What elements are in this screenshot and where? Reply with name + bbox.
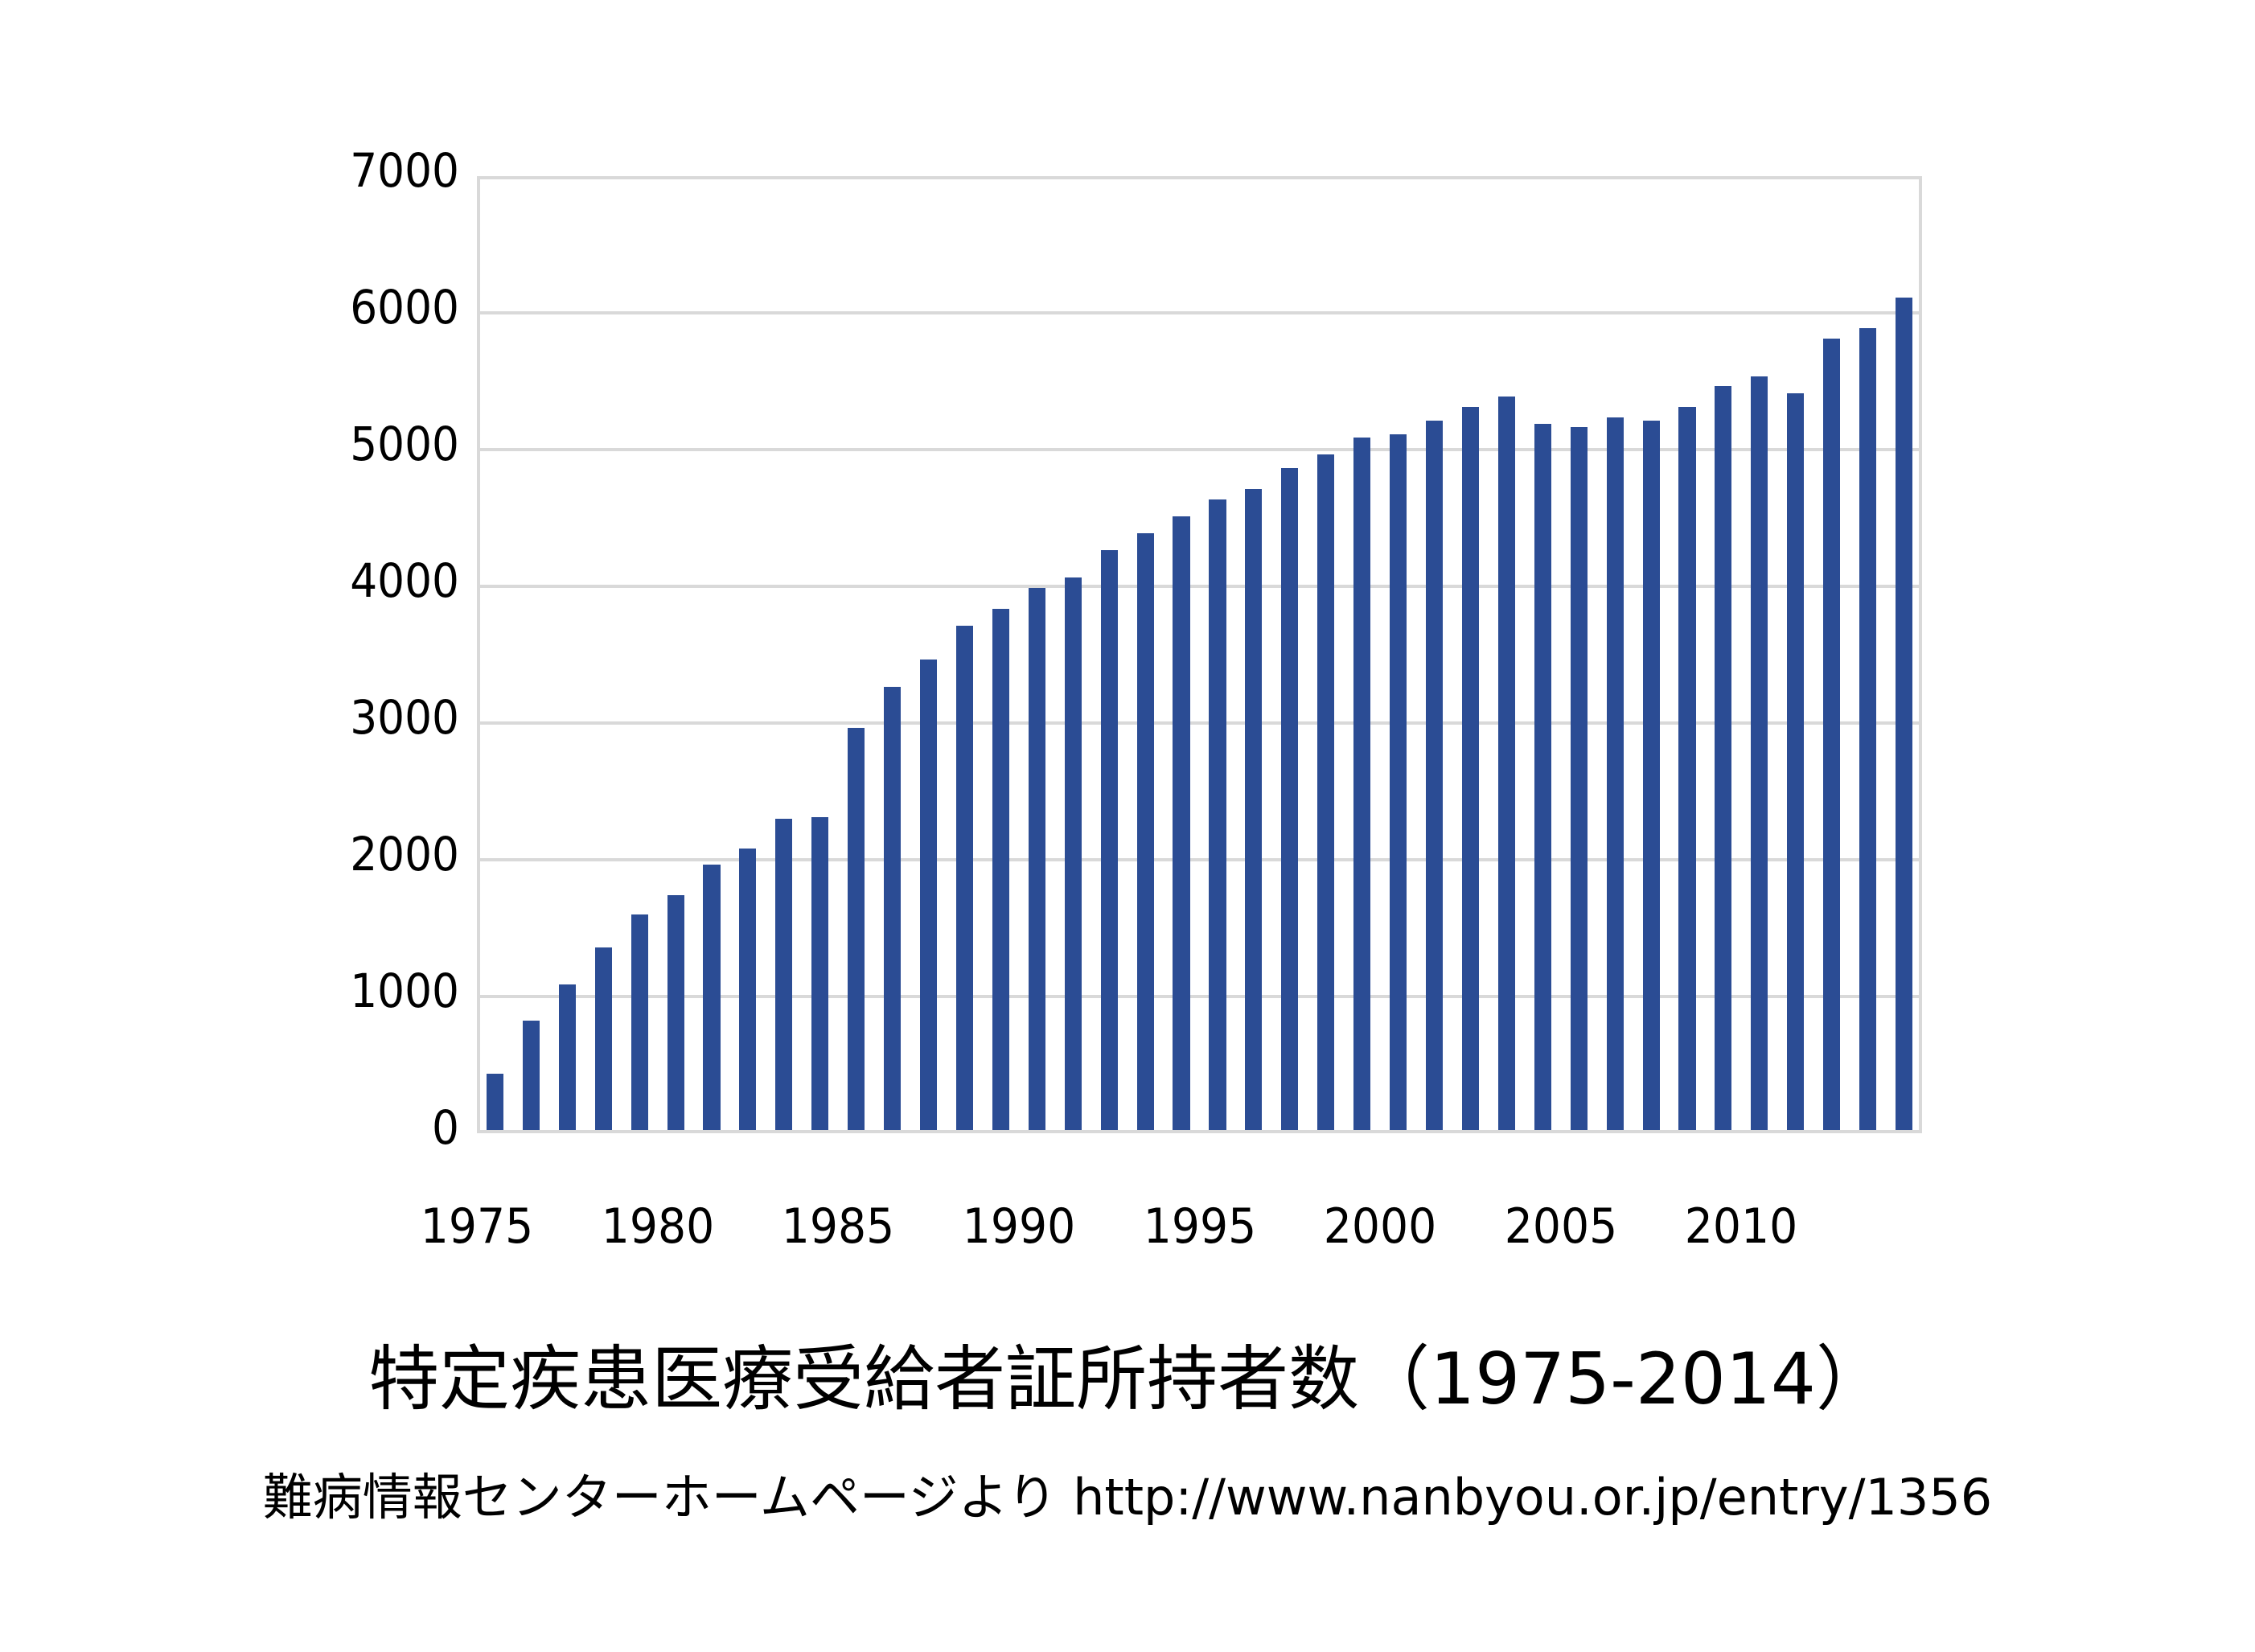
plot-area xyxy=(477,176,1922,1133)
gridline xyxy=(477,311,1922,314)
bar-1979 xyxy=(630,914,648,1130)
bar-1995 xyxy=(1209,499,1226,1130)
y-tick-label: 4000 xyxy=(350,553,459,608)
y-tick-label: 1000 xyxy=(350,964,459,1018)
x-tick-label: 1975 xyxy=(420,1198,534,1255)
bar-1983 xyxy=(775,819,793,1130)
bar-1976 xyxy=(522,1020,540,1130)
bar-2004 xyxy=(1534,424,1551,1130)
bar-1994 xyxy=(1173,516,1190,1130)
gridline xyxy=(477,585,1922,588)
bar-1977 xyxy=(558,984,576,1130)
bar-1981 xyxy=(703,865,721,1130)
bar-2005 xyxy=(1570,427,1588,1130)
bar-1999 xyxy=(1353,438,1371,1130)
chart-title: 特定疾患医療受給者証所持者数（1975-2014） xyxy=(368,1338,1887,1420)
gridline xyxy=(477,858,1922,861)
bar-2006 xyxy=(1606,417,1624,1130)
bar-2011 xyxy=(1787,392,1805,1130)
bar-2012 xyxy=(1823,338,1841,1130)
bar-1980 xyxy=(667,894,684,1130)
x-tick-label: 1995 xyxy=(1143,1198,1256,1255)
bar-2014 xyxy=(1895,297,1913,1130)
x-tick-label: 2000 xyxy=(1323,1198,1437,1255)
bar-1987 xyxy=(920,660,938,1130)
bar-1992 xyxy=(1100,550,1118,1130)
bar-2009 xyxy=(1715,386,1732,1130)
bar-1998 xyxy=(1317,454,1335,1130)
bar-1989 xyxy=(992,608,1009,1130)
x-tick-label: 1985 xyxy=(782,1198,895,1255)
bar-1996 xyxy=(1245,488,1263,1130)
x-tick-label: 1990 xyxy=(962,1198,1076,1255)
y-tick-label: 6000 xyxy=(350,280,459,335)
gridline xyxy=(477,995,1922,998)
bar-1984 xyxy=(811,816,829,1130)
bar-2008 xyxy=(1678,406,1696,1130)
bar-2010 xyxy=(1751,376,1768,1130)
bar-1982 xyxy=(739,848,757,1130)
bar-1975 xyxy=(486,1073,503,1130)
bar-1990 xyxy=(1028,588,1045,1130)
bar-1978 xyxy=(594,947,612,1130)
y-tick-label: 0 xyxy=(432,1100,459,1155)
bar-2007 xyxy=(1642,420,1660,1130)
y-tick-label: 3000 xyxy=(350,690,459,745)
gridline xyxy=(477,448,1922,451)
bar-1986 xyxy=(884,687,902,1130)
bar-2000 xyxy=(1390,434,1407,1130)
x-tick-label: 2005 xyxy=(1504,1198,1617,1255)
bar-1985 xyxy=(848,728,865,1130)
bar-2013 xyxy=(1859,328,1877,1130)
bar-1988 xyxy=(955,625,974,1130)
x-tick-label: 2010 xyxy=(1685,1198,1798,1255)
bar-2002 xyxy=(1461,406,1479,1130)
x-tick-label: 1980 xyxy=(601,1198,714,1255)
bar-1991 xyxy=(1064,577,1082,1130)
y-tick-label: 7000 xyxy=(350,143,459,198)
gridline xyxy=(477,721,1922,725)
y-tick-label: 2000 xyxy=(350,827,459,881)
source-note: 難病情報センターホームページより http://www.nanbyou.or.j… xyxy=(262,1468,1993,1527)
bar-2003 xyxy=(1497,397,1515,1130)
bar-2001 xyxy=(1425,420,1444,1130)
y-tick-label: 5000 xyxy=(350,417,459,471)
bar-1993 xyxy=(1136,533,1154,1130)
bar-1997 xyxy=(1281,468,1299,1130)
